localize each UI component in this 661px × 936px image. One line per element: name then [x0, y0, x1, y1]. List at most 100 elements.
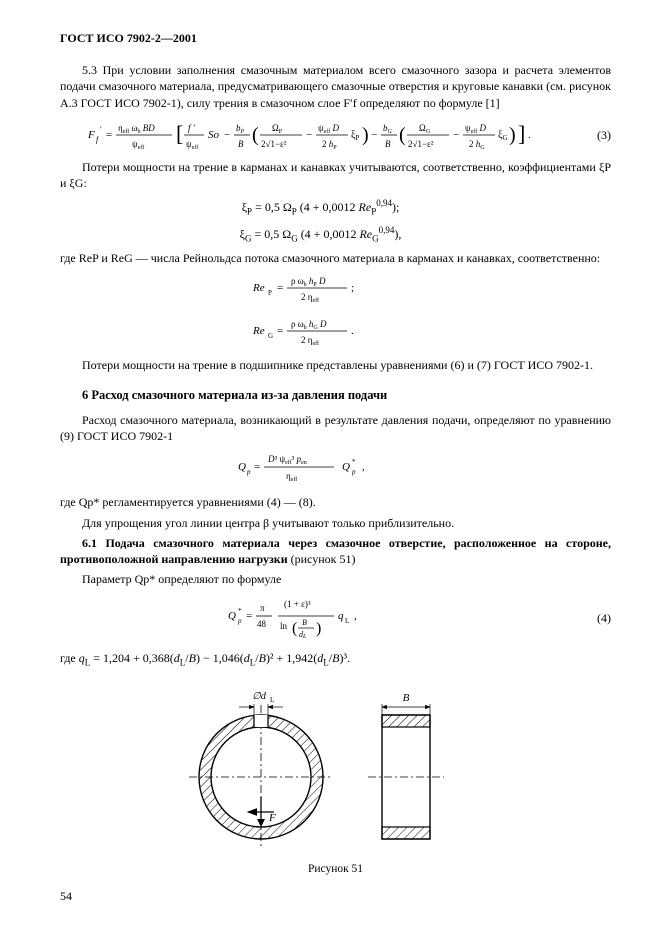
svg-text:F: F: [87, 129, 95, 141]
svg-text:,: ,: [354, 610, 357, 622]
svg-text:2 ηeff: 2 ηeff: [301, 292, 319, 304]
svg-text:∅d: ∅d: [252, 691, 267, 702]
para-re-def: где ReP и ReG — числа Рейнольдса потока …: [60, 250, 611, 266]
svg-text:): ): [509, 124, 516, 146]
equation-xi-p: ξP = 0,5 ΩP (4 + 0,0012 ReP0,94);: [60, 197, 611, 218]
figure-51: ∅d L F B: [60, 682, 611, 878]
svg-text:π: π: [260, 603, 265, 613]
svg-text:=: =: [277, 282, 283, 294]
svg-text:2 ηeff: 2 ηeff: [301, 335, 319, 347]
para-qL: где qL = 1,204 + 0,368(dL/B) − 1,046(dL/…: [60, 650, 611, 669]
svg-text:ηeff ωb BD: ηeff ωb BD: [118, 123, 155, 135]
svg-text:G: G: [268, 332, 273, 340]
svg-text:ξG: ξG: [498, 130, 508, 142]
figure-51-svg: ∅d L F B: [166, 682, 506, 852]
svg-text:f ′: f ′: [188, 123, 196, 133]
svg-text:): ): [362, 124, 369, 146]
svg-text:,: ,: [362, 461, 365, 473]
svg-text:2√1−ε²: 2√1−ε²: [261, 139, 287, 149]
svg-text:f: f: [96, 135, 100, 144]
svg-text:D³ ψeff³ pen: D³ ψeff³ pen: [267, 454, 307, 466]
svg-text:L: L: [345, 617, 349, 625]
svg-text:bP: bP: [236, 123, 245, 135]
svg-text:2 hG: 2 hG: [469, 139, 485, 151]
equation-qp-main: Q p = D³ ψeff³ pen ηeff Q p * ,: [60, 450, 611, 488]
svg-text:]: ]: [518, 121, 525, 146]
equation-re-p: Re P = ρ ωb hP D 2 ηeff ;: [60, 272, 611, 308]
svg-text:L: L: [270, 696, 274, 704]
svg-text:p: p: [237, 617, 242, 625]
page-number: 54: [60, 888, 611, 904]
svg-text:*: *: [352, 458, 356, 466]
svg-text:ηeff: ηeff: [286, 471, 297, 483]
svg-text:): ): [316, 620, 321, 637]
doc-standard-header: ГОСТ ИСО 7902-2—2001: [60, 30, 611, 46]
svg-text:ρ ωb hG D: ρ ωb hG D: [291, 319, 327, 331]
svg-text:dL: dL: [299, 630, 307, 639]
svg-text:ΩP: ΩP: [272, 123, 283, 135]
svg-text:−: −: [453, 129, 459, 141]
svg-text:B: B: [238, 139, 244, 149]
equation-re-g: Re G = ρ ωb hG D 2 ηeff .: [60, 315, 611, 351]
svg-text:Q: Q: [228, 610, 236, 622]
svg-text:2√1−ε²: 2√1−ε²: [408, 139, 434, 149]
svg-text:ΩG: ΩG: [419, 123, 431, 135]
svg-text:=: =: [246, 610, 252, 622]
svg-text:Re: Re: [252, 325, 265, 337]
svg-text:.: .: [351, 325, 354, 337]
svg-text:Re: Re: [252, 282, 265, 294]
svg-text:So: So: [208, 129, 220, 141]
svg-text:B: B: [302, 618, 307, 627]
equation-qp-svg: Q p = D³ ψeff³ pen ηeff Q p * ,: [236, 450, 406, 484]
para-losses-intro: Потери мощности на трение в карманах и к…: [60, 159, 611, 191]
svg-text:2 hP: 2 hP: [322, 139, 337, 151]
eq-xi-p-text: ξP = 0,5 ΩP (4 + 0,0012 ReP0,94);: [242, 200, 400, 214]
equation-re-g-svg: Re G = ρ ωb hG D 2 ηeff .: [251, 315, 391, 347]
equation-3-svg: F f ′ = ηeff ωb BD ψeff [ f ′ ψeff So −: [86, 117, 556, 153]
svg-text:ln: ln: [280, 621, 288, 631]
svg-text:ξP: ξP: [351, 130, 359, 142]
equation-4-svg: Q p * = π 48 (1 + ε)³ ln ( B dL ) q: [226, 593, 416, 639]
equation-4-number: (4): [581, 610, 611, 626]
svg-text:=: =: [254, 461, 260, 473]
para-param-qp: Параметр Qp* определяют по формуле: [60, 571, 611, 587]
svg-text:Q: Q: [238, 461, 246, 473]
svg-text:−: −: [306, 129, 312, 141]
svg-text:′: ′: [100, 125, 102, 134]
para-5-3: 5.3 При условии заполнения смазочным мат…: [60, 62, 611, 111]
para-sec6-intro: Расход смазочного материала, возникающий…: [60, 412, 611, 444]
svg-text:B: B: [385, 139, 391, 149]
svg-text:(: (: [292, 620, 297, 637]
eq-xi-g-text: ξG = 0,5 ΩG (4 + 0,0012 ReG0,94),: [240, 227, 402, 241]
equation-xi-g: ξG = 0,5 ΩG (4 + 0,0012 ReG0,94),: [60, 224, 611, 245]
equation-3-number: (3): [581, 127, 611, 143]
svg-text:(1 + ε)³: (1 + ε)³: [284, 599, 311, 609]
para-beta: Для упрощения угол линии центра β учитыв…: [60, 515, 611, 531]
svg-text:[: [: [176, 121, 183, 146]
svg-text:p: p: [246, 468, 251, 476]
svg-text:;: ;: [351, 282, 354, 294]
svg-text:−: −: [224, 129, 230, 141]
svg-text:(: (: [252, 124, 259, 146]
svg-text:B: B: [402, 692, 409, 704]
equation-4-row: Q p * = π 48 (1 + ε)³ ln ( B dL ) q: [60, 593, 611, 643]
svg-text:p: p: [351, 468, 356, 476]
svg-text:F: F: [268, 812, 276, 824]
para-losses-ref: Потери мощности на трение в подшипнике п…: [60, 357, 611, 373]
svg-text:.: .: [528, 129, 531, 141]
svg-text:48: 48: [257, 619, 267, 629]
equation-re-p-svg: Re P = ρ ωb hP D 2 ηeff ;: [251, 272, 391, 304]
svg-text:ψeff D: ψeff D: [465, 123, 486, 135]
equation-3-row: F f ′ = ηeff ωb BD ψeff [ f ′ ψeff So −: [60, 117, 611, 153]
svg-text:bG: bG: [383, 123, 393, 135]
svg-text:q: q: [338, 610, 344, 622]
svg-text:P: P: [268, 289, 272, 297]
para-qp-ref: где Qp* регламентируется уравнениями (4)…: [60, 494, 611, 510]
section-6-title: 6 Расход смазочного материала из-за давл…: [60, 387, 611, 404]
svg-text:Q: Q: [342, 461, 350, 473]
svg-text:ρ ωb hP D: ρ ωb hP D: [291, 276, 326, 288]
svg-text:ψeff: ψeff: [132, 139, 144, 151]
figure-51-caption: Рисунок 51: [60, 862, 611, 878]
para-6-1: 6.1 Подача смазочного материала через см…: [60, 535, 611, 567]
svg-text:*: *: [238, 607, 242, 615]
